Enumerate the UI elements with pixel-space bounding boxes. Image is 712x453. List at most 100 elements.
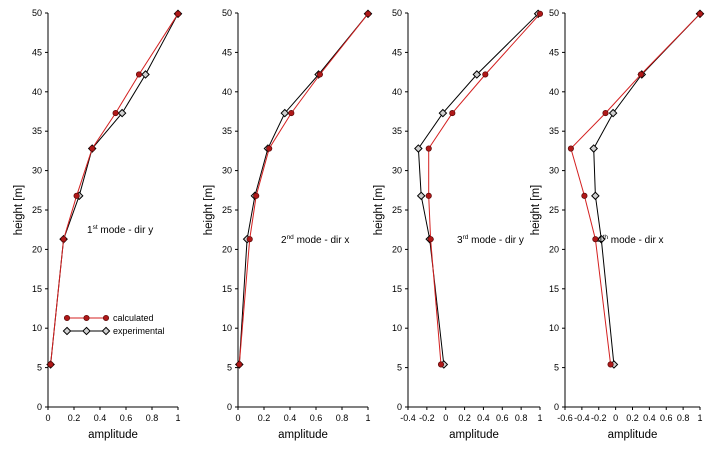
- experimental-point-2: [416, 191, 426, 201]
- calculated-point-4: [449, 110, 456, 117]
- series-calculated: [425, 10, 544, 368]
- calculated-line: [570, 13, 701, 365]
- mode-annotation: 4th mode - dir x: [597, 234, 664, 246]
- y-tick-label: 20: [392, 244, 402, 254]
- calculated-point-1: [427, 236, 434, 243]
- x-tick-label: 0.4: [643, 413, 656, 423]
- calculated-point-6: [174, 10, 182, 17]
- y-tick-label: 25: [32, 205, 42, 215]
- x-tick-label: 0.8: [336, 413, 349, 423]
- x-tick-label: 0: [45, 413, 50, 423]
- experimental-point-5: [472, 70, 482, 79]
- y-tick-label: 30: [392, 166, 402, 176]
- y-tick-label: 45: [549, 47, 559, 57]
- experimental-line: [50, 13, 179, 365]
- y-tick-label: 45: [222, 47, 232, 57]
- x-axis-title: amplitude: [88, 429, 138, 441]
- x-tick-label: 0.6: [660, 413, 673, 423]
- legend-experimental-label: experimental: [113, 326, 165, 336]
- calculated-point-3: [567, 145, 574, 152]
- y-tick-label: 10: [549, 323, 559, 333]
- series-calculated: [236, 10, 372, 368]
- y-tick-label: 40: [32, 87, 42, 97]
- y-tick-label: 0: [37, 402, 42, 412]
- experimental-line: [238, 13, 369, 365]
- legend-calculated-point-1: [83, 314, 90, 322]
- y-tick-label: 45: [392, 47, 402, 57]
- calculated-point-5: [637, 71, 644, 78]
- y-tick-label: 5: [554, 363, 559, 373]
- series-calculated: [47, 10, 182, 368]
- experimental-point-2: [591, 191, 600, 201]
- calculated-point-5: [316, 71, 323, 78]
- x-tick-label: 1: [537, 413, 542, 423]
- x-tick-label: -0.4: [574, 413, 590, 423]
- x-tick-label: 0.6: [310, 413, 323, 423]
- calculated-point-5: [135, 71, 143, 78]
- y-axis-title: height [m]: [203, 185, 215, 236]
- y-tick-label: 0: [227, 402, 232, 412]
- x-tick-label: -0.2: [591, 413, 607, 423]
- experimental-point-3: [589, 144, 598, 153]
- y-tick-label: 50: [549, 8, 559, 18]
- calculated-point-4: [602, 110, 609, 117]
- experimental-point-4: [117, 108, 127, 118]
- calculated-point-3: [266, 145, 273, 152]
- y-tick-label: 35: [392, 126, 402, 136]
- legend-experimental-point-2: [101, 326, 111, 336]
- y-tick-label: 15: [549, 284, 559, 294]
- calculated-point-6: [536, 10, 544, 17]
- experimental-point-4: [608, 108, 618, 118]
- calculated-point-3: [89, 145, 96, 152]
- x-tick-label: 0.4: [94, 413, 107, 423]
- legend-experimental-point-1: [82, 326, 91, 336]
- y-tick-label: 40: [392, 87, 402, 97]
- calculated-point-6: [696, 10, 704, 17]
- x-tick-label: 0: [235, 413, 240, 423]
- mode-annotation: 1st mode - dir y: [87, 224, 153, 236]
- x-tick-label: 0.6: [496, 413, 509, 423]
- x-tick-label: 0.6: [120, 413, 133, 423]
- calculated-point-0: [236, 361, 243, 368]
- y-tick-label: 30: [32, 166, 42, 176]
- series-calculated: [567, 10, 704, 368]
- y-tick-label: 50: [222, 8, 232, 18]
- mode-annotation: 2nd mode - dir x: [281, 234, 349, 246]
- calculated-point-2: [425, 192, 432, 199]
- experimental-point-4: [438, 108, 448, 118]
- x-tick-label: 0.2: [458, 413, 471, 423]
- y-tick-label: 30: [222, 166, 232, 176]
- y-tick-label: 35: [549, 126, 559, 136]
- y-tick-label: 15: [32, 284, 42, 294]
- y-tick-label: 0: [397, 402, 402, 412]
- panel-3: 0 5 10 15 20 25 30 35 40 45 50 -0.4 -0.2 0 0.2 0.4 0.6 0.…: [373, 8, 544, 441]
- calculated-point-1: [60, 236, 67, 243]
- x-tick-label: 0: [443, 413, 448, 423]
- calculated-point-0: [607, 361, 614, 368]
- experimental-line: [593, 13, 701, 365]
- legend: calculated experimental: [62, 313, 165, 336]
- experimental-point-5: [141, 70, 150, 79]
- x-tick-label: 0.4: [284, 413, 297, 423]
- y-tick-label: 10: [222, 323, 232, 333]
- y-tick-label: 35: [222, 126, 232, 136]
- panel-2: 0 5 10 15 20 25 30 35 40 45 50 0 0.2 0.4 0.6 0.8 1 amplit…: [203, 8, 373, 441]
- calculated-point-1: [592, 236, 599, 243]
- x-tick-label: 0.8: [515, 413, 528, 423]
- x-tick-label: 1: [697, 413, 702, 423]
- x-tick-label: 0.2: [68, 413, 81, 423]
- calculated-point-5: [482, 71, 489, 78]
- experimental-point-3: [414, 144, 423, 153]
- x-tick-label: 1: [365, 413, 370, 423]
- y-tick-label: 25: [222, 205, 232, 215]
- calculated-point-2: [253, 192, 260, 199]
- calculated-point-4: [288, 110, 295, 117]
- x-axis-title: amplitude: [278, 429, 328, 441]
- y-tick-label: 40: [222, 87, 232, 97]
- legend-calculated-point-0: [63, 314, 71, 322]
- y-axis-title: height [m]: [530, 185, 542, 236]
- calculated-point-3: [425, 145, 432, 152]
- legend-experimental-point-0: [62, 326, 72, 336]
- y-tick-label: 20: [32, 244, 42, 254]
- x-tick-label: 1: [175, 413, 180, 423]
